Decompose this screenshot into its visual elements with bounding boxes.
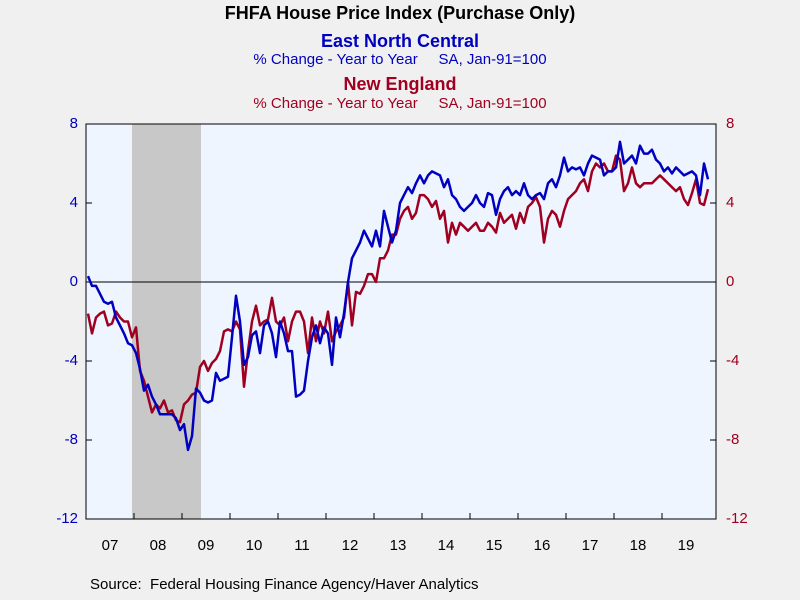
y-tick-label: -8 <box>65 431 78 448</box>
x-tick-label: 18 <box>630 537 647 554</box>
x-tick-label: 12 <box>342 537 359 554</box>
chart-title: FHFA House Price Index (Purchase Only) <box>225 3 575 23</box>
x-tick-label: 17 <box>582 537 599 554</box>
recession-shade <box>132 124 201 519</box>
y2-tick-label: -4 <box>726 352 739 369</box>
series-line <box>86 154 710 424</box>
x-tick-label: 19 <box>678 537 695 554</box>
y-tick-label: 0 <box>70 273 78 290</box>
y2-tick-label: -12 <box>726 510 748 527</box>
x-tick-label: 16 <box>534 537 551 554</box>
x-tick-label: 14 <box>438 537 455 554</box>
x-tick-label: 07 <box>102 537 119 554</box>
y2-tick-label: 0 <box>726 273 734 290</box>
y-tick-label: -12 <box>56 510 78 527</box>
series-line <box>86 140 710 452</box>
plot-frame <box>85 123 717 520</box>
series-subtitle: % Change - Year to Year SA, Jan-91=100 <box>253 95 546 112</box>
series-subtitle: % Change - Year to Year SA, Jan-91=100 <box>253 51 546 68</box>
y-tick-label: -4 <box>65 352 78 369</box>
y2-tick-label: 4 <box>726 194 734 211</box>
x-tick-label: 13 <box>390 537 407 554</box>
x-tick-label: 10 <box>246 537 263 554</box>
y-tick-label: 4 <box>70 194 78 211</box>
series-name: New England <box>343 74 456 94</box>
y2-tick-label: 8 <box>726 115 734 132</box>
series-name: East North Central <box>321 31 479 51</box>
x-tick-label: 09 <box>198 537 215 554</box>
x-tick-label: 08 <box>150 537 167 554</box>
source: Source: Federal Housing Finance Agency/H… <box>90 576 479 593</box>
x-tick-label: 11 <box>294 537 310 554</box>
y2-tick-label: -8 <box>726 431 739 448</box>
x-tick-label: 15 <box>486 537 503 554</box>
y-tick-label: 8 <box>70 115 78 132</box>
